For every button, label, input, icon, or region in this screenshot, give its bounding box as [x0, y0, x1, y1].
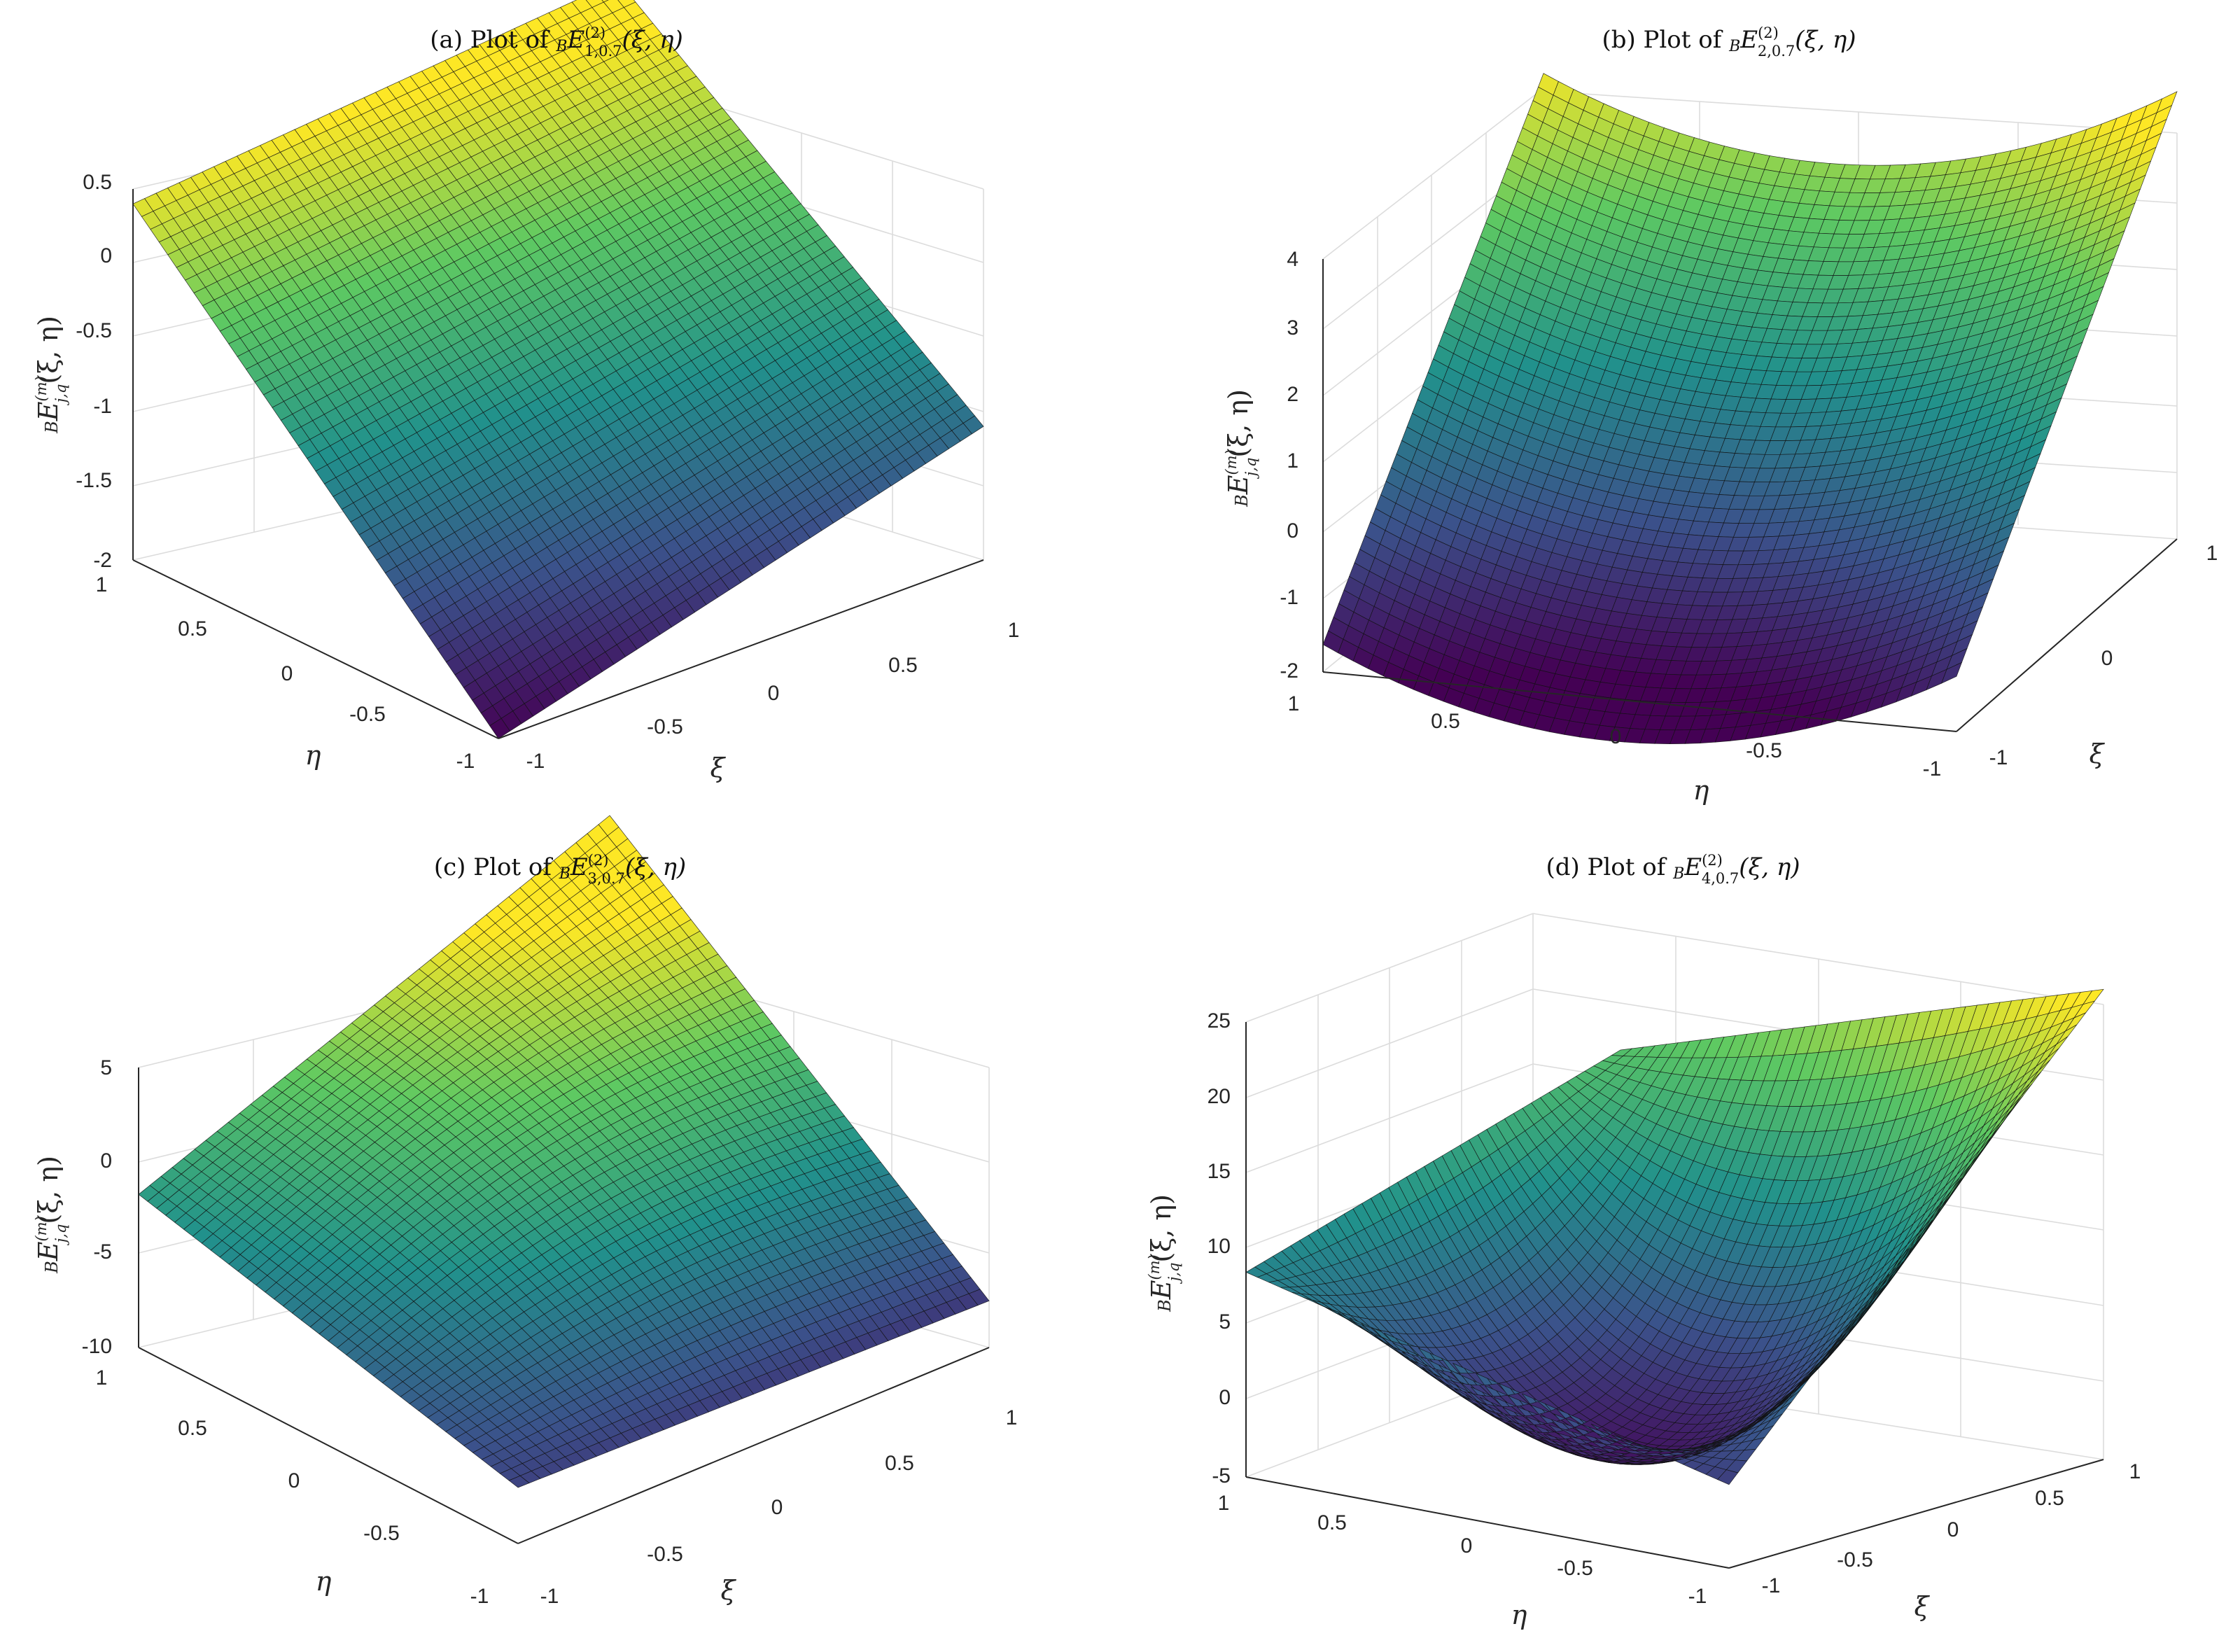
panel-b-eta-tick: 1	[1288, 692, 1300, 715]
panel-b-title-sub: 2,0.7	[1758, 43, 1795, 59]
panel-a-z-ticks: 0.5 0 -0.5 -1 -1.5 -2	[76, 171, 112, 572]
panel-a-eta-tick: 1	[96, 573, 108, 596]
panel-a-title-base: E	[567, 26, 585, 54]
panel-a-z-tick: -2	[93, 549, 112, 572]
panel-b-z-tick: 0	[1287, 519, 1298, 542]
panel-a-z-tick: -1	[93, 395, 112, 418]
panel-a-eta-tick: 0.5	[178, 617, 207, 640]
panel-a-z-label: BE(m) j,q(ξ, η)	[33, 316, 69, 434]
surface-patch	[489, 718, 510, 739]
panel-a-xi-tick: 0.5	[888, 654, 918, 677]
panel-a-title-suffix: (ξ, η)	[622, 26, 683, 54]
panel-a-xi-tick: 1	[1008, 619, 1020, 642]
panel-b-eta-tick: -1	[1923, 757, 1942, 780]
panel-a-title-script: B	[555, 38, 567, 55]
panel-a-z-label-sub: j,q	[52, 384, 69, 406]
panel-b-xi-tick: 0	[2101, 647, 2113, 670]
panel-b-eta-tick: 0	[1610, 725, 1622, 748]
panel-b: 4 3 2 1 0 -1 -2 1 0.5 0 -0.5 -1 -1 0 1 η…	[1223, 24, 2218, 806]
panel-b-title-sup: (2)	[1758, 24, 1779, 41]
panel-b-title-prefix: (b) Plot of	[1602, 26, 1729, 54]
panel-a-eta-ticks: 1 0.5 0 -0.5 -1	[96, 573, 475, 773]
panel-b-surface	[1322, 73, 2178, 744]
panel-b-xi-label: ξ	[2090, 738, 2106, 769]
panel-b-z-tick: 4	[1287, 248, 1298, 271]
panel-a-xi-tick: -0.5	[647, 715, 683, 738]
panel-b-title-base: E	[1740, 26, 1758, 54]
panel-b-z-tick: 3	[1287, 316, 1298, 340]
panel-b-z-label-base: E	[1223, 475, 1254, 495]
panel-b-z-tick: -1	[1280, 586, 1298, 609]
panel-a-title-prefix: (a) Plot of	[430, 26, 556, 54]
panel-a-z-tick: -1.5	[76, 469, 112, 492]
panel-b-z-tick: 1	[1287, 449, 1298, 472]
panel-a-title-sup: (2)	[584, 24, 606, 41]
panel-a-z-label-suffix: (ξ, η)	[33, 316, 64, 384]
panel-b-title-suffix: (ξ, η)	[1795, 26, 1856, 54]
panel-a-xi-ticks: -1 -0.5 0 0.5 1	[526, 619, 1020, 773]
panel-a-surface	[132, 0, 984, 739]
panel-a-box	[132, 189, 984, 739]
panel-b-z-label-script: B	[1232, 494, 1252, 507]
panel-a-xi-label: ξ	[710, 752, 727, 783]
panel-b-z-label-sub: j,q	[1242, 458, 1259, 479]
panel-a-z-tick: 0.5	[83, 171, 112, 194]
panel-a-eta-tick: -0.5	[349, 703, 386, 726]
panel-a-z-label-script: B	[42, 421, 62, 434]
panel-a-z-label-base: E	[33, 401, 64, 421]
panel-a: 0.5 0 -0.5 -1 -1.5 -2 1 0.5 0 -0.5 -1 -1…	[33, 0, 1019, 783]
panel-b-eta-label: η	[1693, 775, 1709, 806]
panel-b-xi-tick: -1	[1989, 746, 2008, 769]
panel-a-z-tick: -0.5	[76, 319, 112, 342]
panel-a-title-sub: 1,0.7	[584, 43, 622, 59]
panel-b-title-script: B	[1728, 38, 1740, 55]
panel-a-eta-tick: 0	[281, 662, 293, 685]
panel-b-xi-tick: 1	[2206, 542, 2218, 565]
panel-b-z-tick: 2	[1287, 383, 1298, 406]
panel-b-eta-tick: -0.5	[1746, 739, 1782, 762]
panel-a-z-label-sup: (m)	[33, 376, 50, 401]
panel-a-xi-tick: -1	[526, 750, 545, 773]
panel-b-eta-tick: 0.5	[1431, 710, 1460, 733]
panel-a-eta-tick: -1	[456, 750, 475, 773]
panel-a-eta-label: η	[305, 740, 321, 771]
panel-b-z-tick: -2	[1280, 659, 1298, 682]
panel-a-title: (a) Plot of BE(2) 1,0.7(ξ, η)	[430, 24, 683, 59]
panel-a-z-tick: 0	[100, 244, 112, 267]
panel-b-z-label-suffix: (ξ, η)	[1223, 389, 1254, 458]
panel-a-xi-tick: 0	[768, 682, 780, 705]
